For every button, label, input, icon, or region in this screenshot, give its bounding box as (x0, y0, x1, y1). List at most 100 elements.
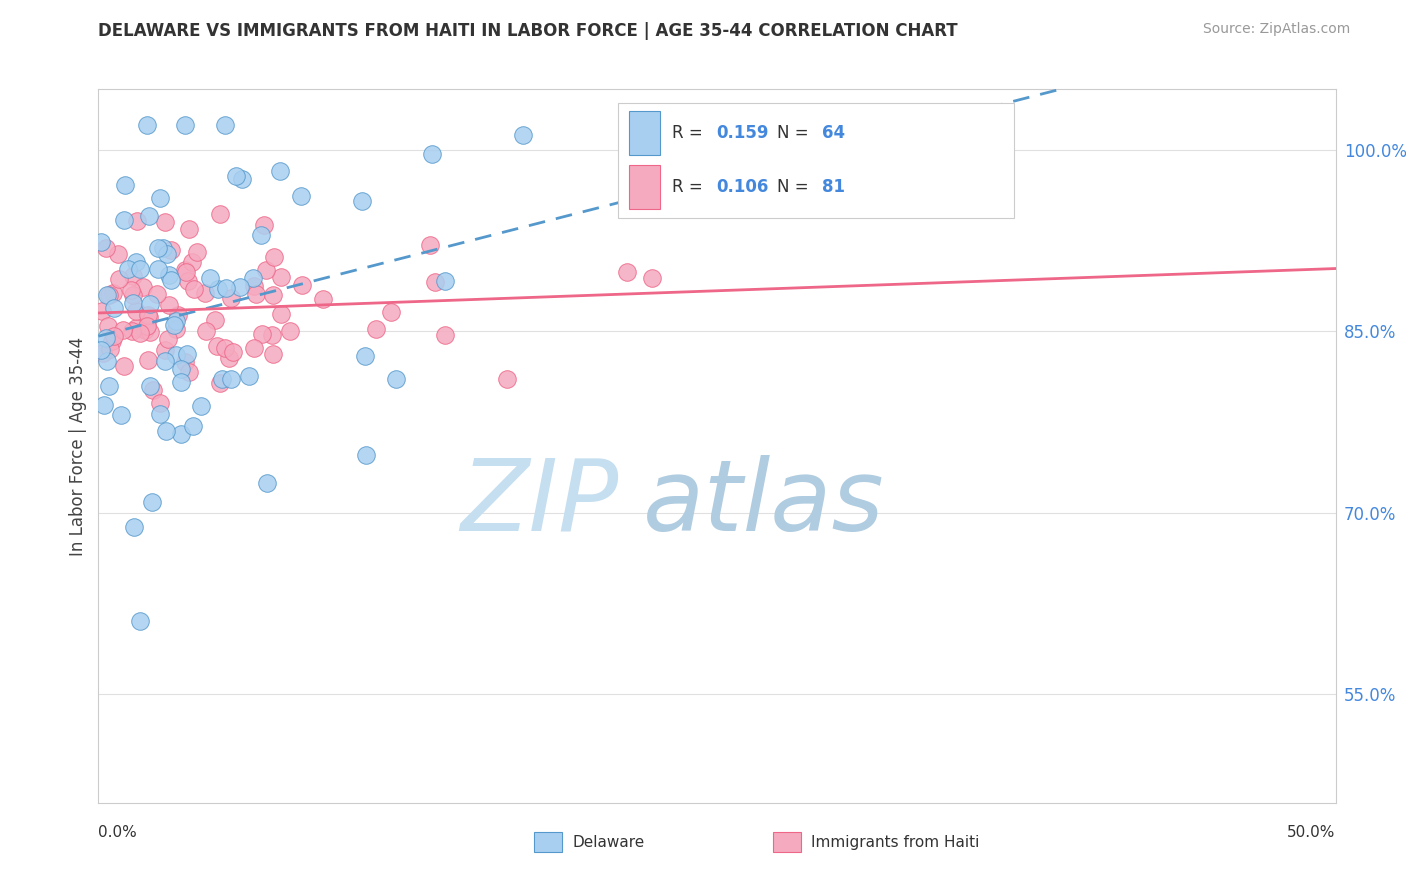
Point (269, 164, 291, 178)
Point (243, 279, 266, 293)
Point (231, 172, 253, 186)
Point (135, 119, 157, 133)
Point (112, 359, 135, 373)
Point (204, 313, 226, 327)
Point (98, 343, 121, 357)
Point (108, 271, 131, 285)
Point (96, 353, 118, 368)
Point (138, 310, 160, 325)
Point (433, 328, 456, 343)
Point (173, 119, 195, 133)
Point (181, 254, 204, 268)
Point (174, 265, 197, 279)
Point (641, 270, 664, 285)
Text: atlas: atlas (643, 455, 884, 551)
Point (129, 262, 152, 277)
Point (215, 281, 238, 295)
Point (207, 339, 229, 353)
Point (194, 324, 217, 338)
Point (90, 235, 112, 250)
Point (107, 247, 129, 261)
Point (103, 329, 125, 343)
Text: 50.0%: 50.0% (1288, 825, 1336, 840)
Point (177, 365, 200, 379)
Point (354, 448, 377, 462)
Point (136, 308, 159, 322)
Point (253, 218, 276, 232)
Point (91, 303, 114, 318)
Point (165, 314, 187, 328)
Text: R =: R = (672, 178, 707, 196)
Point (148, 191, 170, 205)
Point (242, 271, 264, 285)
Point (263, 250, 285, 264)
Point (214, 341, 236, 355)
Point (141, 494, 163, 508)
Point (208, 207, 231, 221)
Point (214, 119, 236, 133)
Point (117, 261, 139, 276)
Point (121, 287, 143, 301)
Point (186, 244, 208, 259)
Point (312, 292, 335, 306)
Point (152, 241, 174, 255)
Point (496, 372, 519, 386)
Text: 81: 81 (823, 178, 845, 196)
Point (167, 309, 190, 323)
Point (208, 376, 231, 390)
Point (157, 297, 180, 311)
Point (181, 419, 204, 434)
Point (219, 291, 242, 305)
Point (125, 255, 148, 269)
Point (354, 349, 377, 363)
Point (291, 277, 314, 292)
Point (364, 322, 387, 336)
Point (156, 332, 179, 346)
Point (245, 286, 267, 301)
Point (155, 424, 177, 438)
Point (177, 274, 200, 288)
Point (256, 475, 278, 490)
Point (160, 243, 183, 257)
Point (352, 194, 374, 209)
Point (173, 263, 195, 277)
Point (132, 280, 155, 294)
Point (139, 297, 162, 311)
Point (173, 355, 195, 369)
Point (165, 348, 187, 362)
Point (260, 328, 283, 343)
Point (155, 353, 177, 368)
Point (159, 273, 181, 287)
Point (91, 345, 114, 359)
Text: R =: R = (672, 124, 707, 142)
Point (96, 288, 118, 302)
Point (238, 369, 260, 384)
Text: Immigrants from Haiti: Immigrants from Haiti (811, 835, 980, 849)
Text: N =: N = (778, 124, 814, 142)
Point (380, 305, 402, 319)
Text: DELAWARE VS IMMIGRANTS FROM HAITI IN LABOR FORCE | AGE 35-44 CORRELATION CHART: DELAWARE VS IMMIGRANTS FROM HAITI IN LAB… (98, 22, 957, 40)
Point (149, 396, 172, 410)
Point (433, 274, 456, 288)
Point (512, 128, 534, 143)
Point (97, 318, 120, 333)
Point (128, 326, 150, 340)
Text: ZIP: ZIP (460, 455, 619, 551)
Point (616, 265, 638, 279)
Point (156, 247, 179, 261)
Point (114, 178, 136, 192)
Point (200, 271, 222, 285)
Point (112, 212, 135, 227)
Point (270, 307, 292, 321)
Point (270, 269, 292, 284)
Text: N =: N = (778, 178, 814, 196)
Point (146, 287, 169, 301)
Text: 64: 64 (823, 124, 845, 142)
Point (420, 146, 443, 161)
Point (278, 324, 301, 338)
Point (165, 322, 187, 336)
Point (243, 341, 266, 355)
Point (157, 268, 180, 283)
Point (94, 331, 117, 345)
Point (90, 343, 112, 358)
